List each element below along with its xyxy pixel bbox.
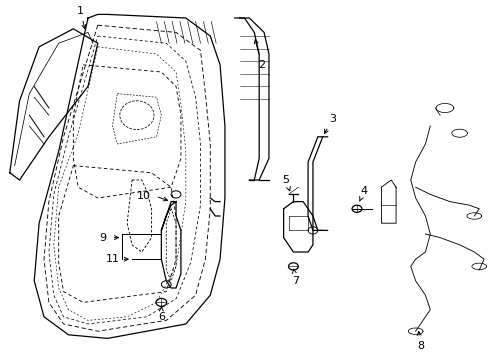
Text: 2: 2: [254, 40, 264, 70]
Text: 11: 11: [105, 254, 119, 264]
Text: 7: 7: [292, 269, 299, 286]
Text: 1: 1: [77, 6, 85, 29]
Text: 4: 4: [359, 186, 367, 201]
Text: 3: 3: [324, 114, 335, 134]
Text: 10: 10: [137, 191, 151, 201]
Text: 8: 8: [416, 332, 423, 351]
Text: 5: 5: [282, 175, 290, 191]
Text: 9: 9: [99, 233, 106, 243]
Text: 6: 6: [158, 306, 164, 322]
